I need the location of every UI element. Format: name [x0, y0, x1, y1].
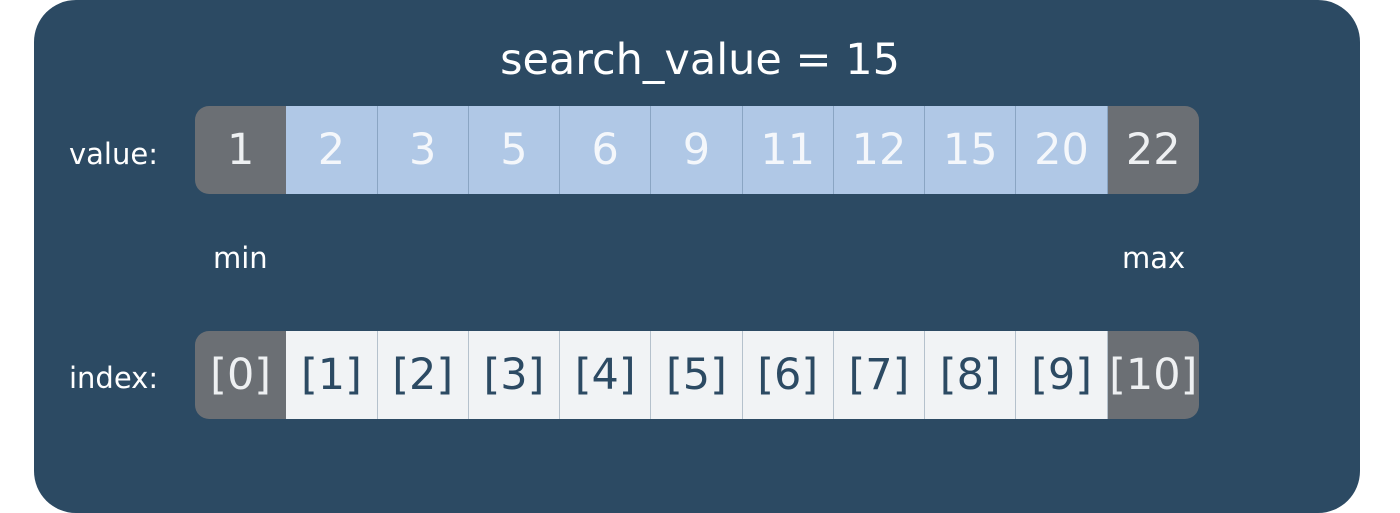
index-cell-2: [2] [377, 331, 469, 419]
index-cell-6: [6] [742, 331, 834, 419]
value-cell-8: 15 [925, 106, 1017, 194]
value-cell-0: 1 [195, 106, 287, 194]
value-cell-6: 11 [742, 106, 834, 194]
index-cell-5: [5] [651, 331, 743, 419]
diagram-panel: search_value = 15 value: 1 2 3 5 6 9 11 … [34, 0, 1360, 513]
value-cell-4: 6 [560, 106, 652, 194]
value-cell-7: 12 [833, 106, 926, 194]
index-cell-8: [8] [925, 331, 1017, 419]
value-cell-3: 5 [468, 106, 561, 194]
index-cell-0: [0] [195, 331, 287, 419]
index-cell-7: [7] [833, 331, 926, 419]
index-cell-4: [4] [560, 331, 652, 419]
index-row-label: index: [69, 361, 159, 395]
value-cell-9: 20 [1016, 106, 1108, 194]
value-cell-5: 9 [651, 106, 743, 194]
index-array: [0] [1] [2] [3] [4] [5] [6] [7] [8] [9] … [195, 331, 1199, 419]
diagram-title: search_value = 15 [500, 35, 900, 85]
index-cell-9: [9] [1016, 331, 1108, 419]
value-cell-10: 22 [1107, 106, 1199, 194]
value-cell-2: 3 [377, 106, 469, 194]
min-pointer-label: min [213, 241, 268, 275]
index-cell-3: [3] [468, 331, 561, 419]
value-array: 1 2 3 5 6 9 11 12 15 20 22 [195, 106, 1199, 194]
max-pointer-label: max [1122, 241, 1186, 275]
index-cell-1: [1] [286, 331, 378, 419]
value-cell-1: 2 [286, 106, 378, 194]
value-row-label: value: [69, 137, 158, 171]
index-cell-10: [10] [1107, 331, 1199, 419]
